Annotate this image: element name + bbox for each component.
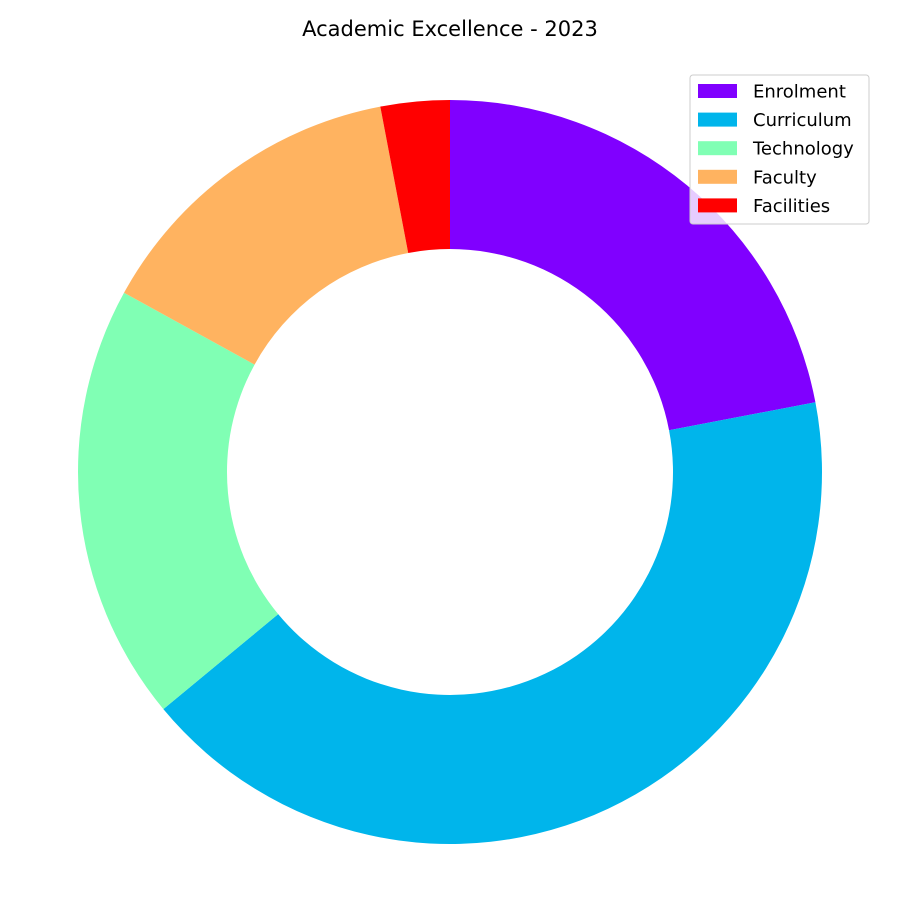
- legend-items: Enrolment Curriculum Technology Faculty Faci…: [698, 82, 854, 217]
- donut-slices: [78, 100, 822, 844]
- legend-label-enrolment: Enrolment: [753, 82, 846, 103]
- slice-faculty: [124, 106, 409, 365]
- chart-title: Academic Excellence - 2023: [302, 17, 598, 41]
- slice-facilities: [380, 100, 450, 253]
- slice-enrolment: [450, 100, 816, 431]
- legend-label-curriculum: Curriculum: [753, 110, 852, 131]
- legend-swatch-technology: [698, 141, 737, 156]
- legend-swatch-facilities: [698, 198, 737, 213]
- legend-label-faculty: Faculty: [753, 167, 817, 188]
- legend-frame: [689, 74, 870, 225]
- slice-curriculum: [163, 402, 822, 844]
- legend-label-facilities: Facilities: [753, 196, 830, 217]
- legend: Enrolment Curriculum Technology Faculty Faci…: [689, 74, 870, 225]
- legend-swatch-curriculum: [698, 112, 737, 127]
- legend-swatch-faculty: [698, 169, 737, 184]
- slice-technology: [78, 292, 279, 710]
- legend-label-technology: Technology: [752, 139, 854, 160]
- legend-swatch-enrolment: [698, 84, 737, 98]
